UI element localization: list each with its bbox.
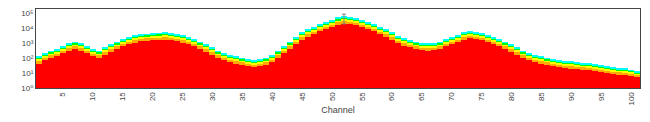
svg-text:15: 15: [118, 92, 127, 101]
svg-text:10: 10: [88, 92, 97, 101]
svg-text:25: 25: [178, 92, 187, 101]
svg-text:10⁵: 10⁵: [21, 9, 33, 18]
svg-text:10¹: 10¹: [22, 69, 34, 78]
svg-text:65: 65: [417, 92, 426, 101]
svg-text:95: 95: [597, 92, 606, 101]
svg-text:20: 20: [148, 92, 157, 101]
svg-text:45: 45: [298, 92, 307, 101]
svg-text:60: 60: [387, 92, 396, 101]
svg-text:10⁴: 10⁴: [21, 24, 34, 33]
svg-text:90: 90: [567, 92, 576, 101]
svg-text:85: 85: [537, 92, 546, 101]
svg-text:35: 35: [238, 92, 247, 101]
svg-text:30: 30: [208, 92, 217, 101]
svg-text:100: 100: [627, 92, 636, 106]
svg-text:10²: 10²: [22, 54, 34, 63]
svg-text:10⁰: 10⁰: [21, 84, 33, 93]
svg-text:70: 70: [447, 92, 456, 101]
svg-text:5: 5: [59, 92, 68, 97]
svg-text:10³: 10³: [22, 39, 34, 48]
svg-text:75: 75: [477, 92, 486, 101]
svg-text:Channel: Channel: [321, 105, 355, 115]
svg-text:55: 55: [358, 92, 367, 101]
svg-text:50: 50: [328, 92, 337, 101]
svg-text:40: 40: [268, 92, 277, 101]
svg-text:80: 80: [507, 92, 516, 101]
